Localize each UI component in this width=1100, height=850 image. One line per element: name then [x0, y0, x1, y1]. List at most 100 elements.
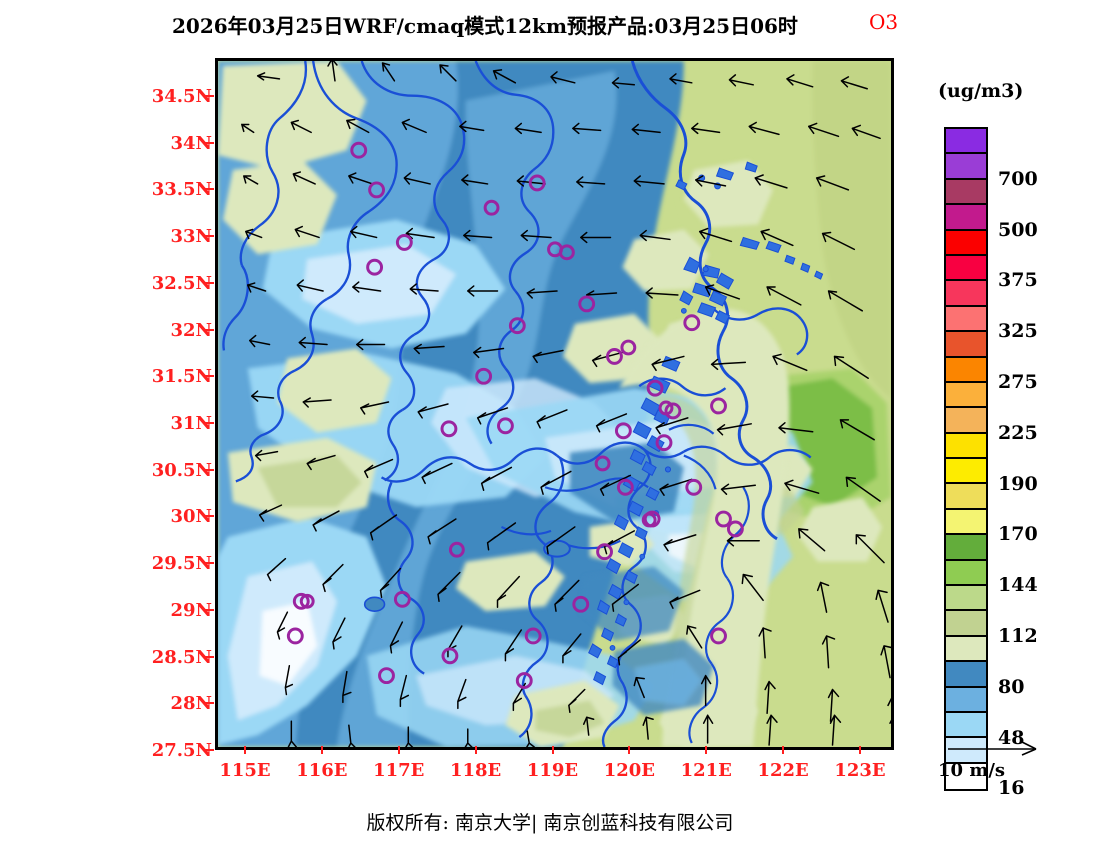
station-marker[interactable]	[475, 367, 493, 385]
station-marker[interactable]	[483, 199, 500, 216]
colorbar-tick-label: 80	[998, 675, 1025, 698]
station-marker[interactable]	[685, 478, 703, 496]
colorbar-tick-label: 225	[998, 421, 1038, 444]
station-marker[interactable]	[715, 510, 732, 528]
longitude-axis: 115E 116E 117E 118E 119E 120E 121E 122E 123E	[215, 746, 894, 792]
station-marker[interactable]	[558, 244, 575, 261]
lon-tick-label: 115E	[219, 760, 271, 781]
station-marker[interactable]	[646, 379, 664, 397]
copyright-footer: 版权所有: 南京大学| 南京创蓝科技有限公司	[366, 812, 734, 834]
station-marker[interactable]	[497, 417, 514, 435]
colorbar-band	[946, 509, 986, 536]
station-marker[interactable]	[664, 402, 682, 420]
colorbar-band	[946, 687, 986, 713]
station-marker[interactable]	[641, 512, 657, 528]
station-marker[interactable]	[528, 174, 546, 192]
station-marker[interactable]	[572, 595, 590, 613]
species-label: O3	[869, 10, 899, 34]
colorbar-band	[946, 357, 986, 383]
station-marker[interactable]	[658, 400, 674, 416]
station-marker[interactable]	[710, 397, 727, 415]
legend-unit-label: (ug/m3)	[938, 80, 1024, 102]
station-marker[interactable]	[350, 141, 368, 159]
lat-tick-mark	[205, 235, 214, 238]
station-marker[interactable]	[286, 627, 304, 645]
station-marker[interactable]	[620, 339, 637, 356]
station-marker[interactable]	[606, 347, 623, 365]
lat-tick-label: 32.5N	[151, 272, 212, 294]
station-marker[interactable]	[393, 590, 411, 608]
station-marker[interactable]	[448, 541, 465, 558]
colorbar-band	[946, 408, 986, 434]
lon-tick-label: 121E	[680, 760, 732, 781]
lon-tick-label: 123E	[834, 760, 886, 781]
colorbar-tick-label: 144	[998, 574, 1038, 597]
station-marker[interactable]	[655, 434, 673, 452]
wind-scale-label: 10 m/s	[938, 760, 1006, 781]
colorbar-band	[946, 205, 986, 231]
station-marker[interactable]	[440, 420, 458, 438]
lat-tick-mark	[205, 515, 214, 518]
colorbar[interactable]	[944, 127, 988, 792]
station-marker[interactable]	[378, 667, 395, 685]
colorbar-band	[946, 611, 986, 637]
station-marker[interactable]	[616, 478, 634, 496]
colorbar-band	[946, 230, 986, 256]
colorbar-tick-label: 500	[998, 218, 1038, 241]
colorbar-tick-label: 112	[998, 625, 1038, 647]
lon-tick-mark	[244, 746, 246, 754]
lon-tick-mark	[397, 746, 400, 754]
station-marker[interactable]	[594, 455, 611, 472]
station-marker[interactable]	[368, 181, 386, 199]
colorbar-tick-label: 700	[998, 167, 1038, 190]
station-marker[interactable]	[710, 627, 727, 645]
colorbar-band	[946, 662, 986, 688]
station-markers[interactable]	[286, 141, 744, 690]
colorbar-tick-label: 48	[998, 726, 1025, 749]
colorbar-band	[946, 332, 986, 358]
colorbar-band	[946, 712, 986, 739]
lon-tick-mark	[474, 746, 477, 754]
wind-arrow-icon	[948, 741, 1037, 756]
station-marker[interactable]	[441, 647, 459, 665]
station-marker[interactable]	[292, 592, 310, 610]
colorbar-band	[946, 433, 986, 460]
station-marker[interactable]	[508, 317, 526, 335]
forecast-map-canvas[interactable]	[218, 61, 891, 747]
colorbar-tick-label: 170	[998, 523, 1038, 546]
lat-tick-label: 33N	[170, 226, 212, 248]
colorbar-band	[946, 281, 986, 307]
lat-tick-label: 30.5N	[151, 459, 212, 481]
station-marker[interactable]	[395, 233, 413, 251]
station-marker[interactable]	[515, 672, 533, 690]
station-marker[interactable]	[614, 422, 632, 440]
colorbar-band	[946, 636, 986, 663]
station-marker[interactable]	[726, 520, 744, 538]
lat-tick-mark	[205, 281, 214, 284]
colorbar-tick-label: 190	[998, 472, 1038, 495]
station-marker[interactable]	[683, 314, 701, 332]
station-marker[interactable]	[524, 627, 542, 645]
lon-tick-label: 120E	[603, 760, 656, 781]
lon-tick-mark	[320, 746, 323, 754]
wind-vector-field	[241, 61, 891, 747]
colorbar-band	[946, 459, 986, 485]
lon-tick-mark	[628, 746, 631, 754]
station-marker[interactable]	[578, 295, 596, 313]
lat-tick-mark	[205, 188, 214, 191]
lat-tick-label: 30N	[170, 506, 212, 528]
map-panel[interactable]	[215, 58, 894, 750]
station-marker[interactable]	[366, 258, 384, 276]
lake-poyang	[363, 596, 386, 612]
lat-tick-label: 31N	[170, 413, 212, 434]
lon-tick-label: 122E	[757, 760, 809, 781]
lat-tick-label: 28N	[170, 693, 212, 715]
lat-tick-label: 32N	[170, 319, 212, 341]
lon-tick-label: 119E	[526, 760, 579, 781]
lat-tick-label: 27.5N	[151, 740, 212, 761]
station-marker[interactable]	[299, 593, 315, 609]
lat-tick-mark	[205, 422, 214, 424]
station-marker[interactable]	[596, 543, 613, 561]
colorbar-band	[946, 738, 986, 764]
